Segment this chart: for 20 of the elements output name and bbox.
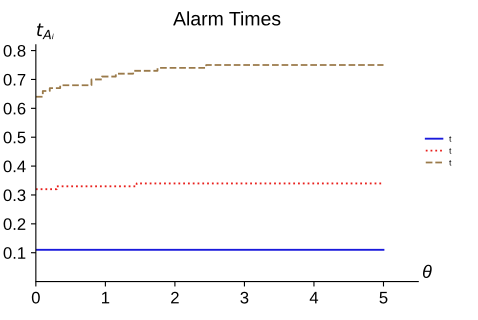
y-tick-label: 0.4 — [4, 160, 26, 172]
x-tick-label: 0 — [32, 292, 40, 304]
y-axis-title: t$_{Aᵢ}$ — [37, 23, 54, 40]
x-tick-label: 3 — [240, 292, 248, 304]
y-tick-label: 0.2 — [4, 218, 26, 230]
x-axis-title: θ — [422, 264, 432, 278]
y-tick-label: 0.5 — [4, 132, 26, 144]
y-tick-label: 0.3 — [4, 189, 26, 202]
chart-title: Alarm Times — [173, 11, 280, 26]
x-tick-label: 4 — [310, 292, 318, 304]
legend-label: t — [449, 160, 452, 166]
x-tick-label: 1 — [102, 292, 110, 304]
y-tick-label: 0.8 — [4, 44, 26, 57]
x-tick-label: 2 — [171, 292, 179, 304]
y-tick-label: 0.7 — [4, 74, 26, 86]
y-tick-label: 0.6 — [4, 102, 26, 115]
legend-label: t — [449, 148, 452, 154]
y-tick-label: 0.1 — [4, 247, 26, 259]
legend-label: t — [449, 136, 452, 142]
x-tick-label: 5 — [380, 292, 388, 304]
